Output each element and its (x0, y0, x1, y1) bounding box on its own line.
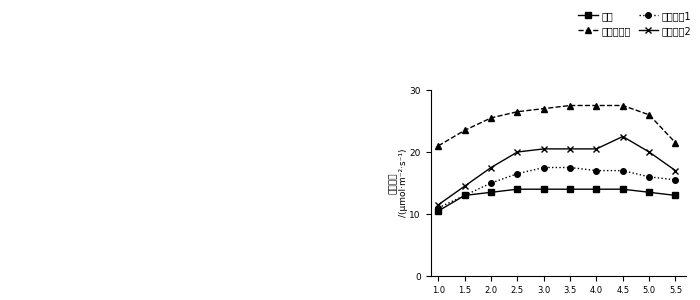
Y-axis label: 光合速率
/(μmol·m⁻²·s⁻¹): 光合速率 /(μmol·m⁻²·s⁻¹) (389, 149, 408, 217)
Legend: 粳稻, 非洲狼尾草, 杂种植株1, 杂种植株2: 粳稻, 非洲狼尾草, 杂种植株1, 杂种植株2 (578, 11, 692, 36)
